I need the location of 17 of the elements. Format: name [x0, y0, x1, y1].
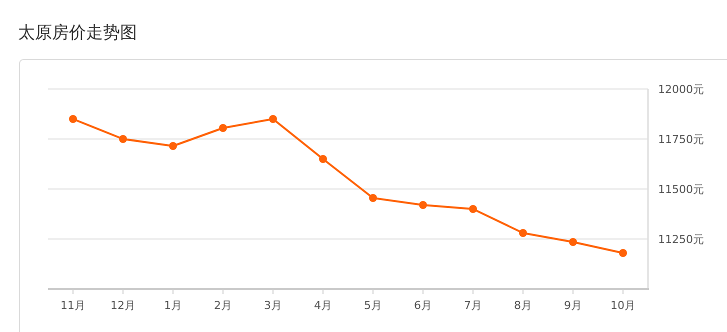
- ytick: 11500元: [658, 183, 704, 196]
- xtick: 5月: [364, 299, 382, 312]
- xtick: 12月: [110, 299, 136, 312]
- xtick: 9月: [564, 299, 582, 312]
- xtick: 11月: [60, 299, 86, 312]
- ytick: 11750元: [658, 133, 704, 146]
- xtick: 10月: [610, 299, 636, 312]
- xtick: 6月: [414, 299, 432, 312]
- xtick: 7月: [464, 299, 482, 312]
- xtick: 3月: [264, 299, 282, 312]
- xtick: 1月: [164, 299, 182, 312]
- xtick: 8月: [514, 299, 532, 312]
- ytick: 11250元: [658, 233, 704, 246]
- title: 太原房价走势图: [18, 23, 137, 43]
- xtick: 4月: [314, 299, 332, 312]
- ytick: 12000元: [658, 83, 704, 96]
- xtick: 2月: [214, 299, 232, 312]
